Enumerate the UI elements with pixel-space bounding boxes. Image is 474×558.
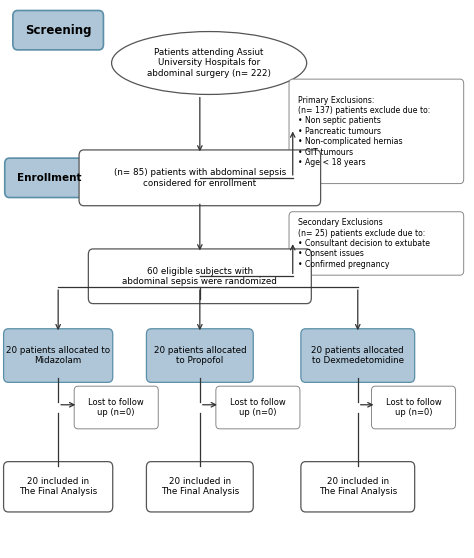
FancyBboxPatch shape	[146, 329, 253, 382]
Ellipse shape	[111, 32, 307, 94]
Text: Primary Exclusions:
(n= 137) patients exclude due to:
• Non septic patients
• Pa: Primary Exclusions: (n= 137) patients ex…	[298, 95, 430, 167]
FancyBboxPatch shape	[4, 461, 113, 512]
FancyBboxPatch shape	[301, 329, 415, 382]
Text: Patients attending Assiut
University Hospitals for
abdominal surgery (n= 222): Patients attending Assiut University Hos…	[147, 48, 271, 78]
Text: Secondary Exclusions
(n= 25) patients exclude due to:
• Consultant decision to e: Secondary Exclusions (n= 25) patients ex…	[298, 218, 430, 269]
FancyBboxPatch shape	[301, 461, 415, 512]
FancyBboxPatch shape	[79, 150, 320, 206]
FancyBboxPatch shape	[372, 386, 456, 429]
FancyBboxPatch shape	[289, 79, 464, 184]
FancyBboxPatch shape	[216, 386, 300, 429]
Text: Screening: Screening	[25, 23, 91, 37]
FancyBboxPatch shape	[146, 461, 253, 512]
Text: 20 patients allocated
to Dexmedetomidine: 20 patients allocated to Dexmedetomidine	[311, 346, 404, 365]
Text: Lost to follow
up (n=0): Lost to follow up (n=0)	[386, 398, 441, 417]
Text: 60 eligible subjects with
abdominal sepsis were randomized: 60 eligible subjects with abdominal seps…	[122, 267, 277, 286]
Text: Lost to follow
up (n=0): Lost to follow up (n=0)	[230, 398, 286, 417]
FancyBboxPatch shape	[88, 249, 311, 304]
FancyBboxPatch shape	[289, 211, 464, 275]
Text: 20 included in
The Final Analysis: 20 included in The Final Analysis	[19, 477, 97, 497]
FancyBboxPatch shape	[4, 329, 113, 382]
FancyBboxPatch shape	[74, 386, 158, 429]
FancyBboxPatch shape	[5, 158, 93, 198]
Text: 20 patients allocated
to Propofol: 20 patients allocated to Propofol	[154, 346, 246, 365]
Text: 20 patients allocated to
Midazolam: 20 patients allocated to Midazolam	[6, 346, 110, 365]
Text: 20 included in
The Final Analysis: 20 included in The Final Analysis	[319, 477, 397, 497]
Text: 20 included in
The Final Analysis: 20 included in The Final Analysis	[161, 477, 239, 497]
Text: Enrollment: Enrollment	[17, 173, 81, 183]
Text: (n= 85) patients with abdominal sepsis
considered for enrollment: (n= 85) patients with abdominal sepsis c…	[114, 168, 286, 187]
Text: Lost to follow
up (n=0): Lost to follow up (n=0)	[88, 398, 144, 417]
FancyBboxPatch shape	[13, 11, 103, 50]
